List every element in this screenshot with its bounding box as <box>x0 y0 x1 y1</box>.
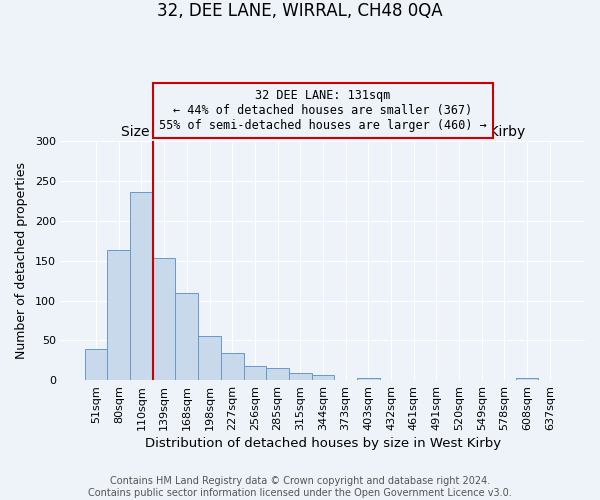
Text: 32, DEE LANE, WIRRAL, CH48 0QA: 32, DEE LANE, WIRRAL, CH48 0QA <box>157 2 443 21</box>
Bar <box>221 353 244 380</box>
Bar <box>107 250 130 380</box>
Bar <box>244 366 266 380</box>
Bar <box>311 376 334 380</box>
Bar <box>266 368 289 380</box>
Y-axis label: Number of detached properties: Number of detached properties <box>15 162 28 359</box>
Bar <box>130 192 153 380</box>
Bar <box>198 336 221 380</box>
Bar <box>153 258 175 380</box>
Bar <box>289 373 311 380</box>
Title: Size of property relative to detached houses in West Kirby: Size of property relative to detached ho… <box>121 125 525 139</box>
Bar <box>357 378 380 380</box>
X-axis label: Distribution of detached houses by size in West Kirby: Distribution of detached houses by size … <box>145 437 501 450</box>
Bar <box>516 378 538 380</box>
Bar <box>85 349 107 380</box>
Text: 32 DEE LANE: 131sqm
← 44% of detached houses are smaller (367)
55% of semi-detac: 32 DEE LANE: 131sqm ← 44% of detached ho… <box>159 89 487 132</box>
Text: Contains HM Land Registry data © Crown copyright and database right 2024.
Contai: Contains HM Land Registry data © Crown c… <box>88 476 512 498</box>
Bar <box>175 292 198 380</box>
